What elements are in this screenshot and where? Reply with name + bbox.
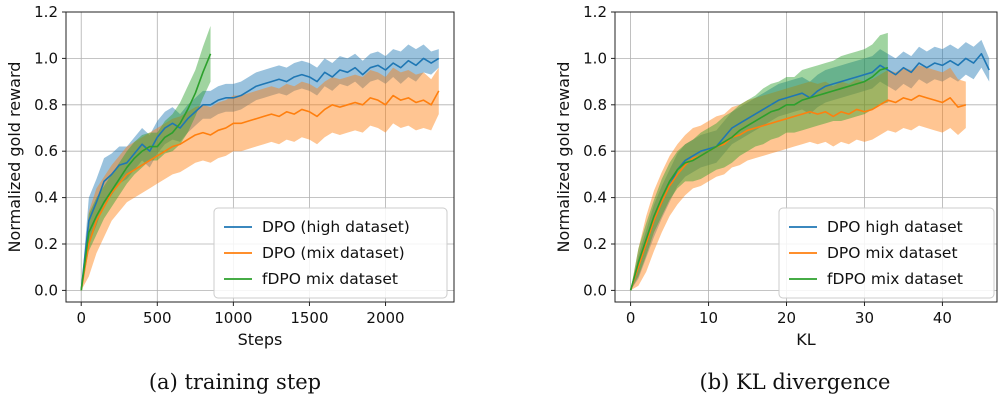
x-tick-label: 500 bbox=[143, 309, 172, 327]
x-tick-label: 20 bbox=[777, 309, 796, 327]
y-tick-label: 0.2 bbox=[583, 235, 607, 253]
x-tick-label: 30 bbox=[855, 309, 874, 327]
line-dpo-high-dataset bbox=[80, 57, 440, 291]
axes-frame bbox=[614, 11, 998, 303]
line-fdpo-mix-dataset bbox=[629, 66, 889, 291]
legend-box bbox=[778, 207, 995, 299]
y-tick-label: 0.4 bbox=[34, 189, 58, 207]
legend-label-dpo-mix-dataset: DPO (mix dataset) bbox=[262, 244, 405, 262]
caption-kl-divergence: (b) KL divergence bbox=[699, 370, 891, 394]
x-tick-label: 0 bbox=[626, 309, 636, 327]
legend-box bbox=[213, 207, 448, 299]
y-tick-label: 1.0 bbox=[34, 49, 58, 67]
panel-kl-divergence: 0 10 20 30 40 0.0 0.2 0.4 0.6 0.8 1.0 1.2 KL Normaliz… bbox=[500, 0, 1001, 402]
y-tick-label: 0.8 bbox=[34, 96, 58, 114]
x-tick-label: 10 bbox=[699, 309, 718, 327]
axes-frame bbox=[65, 11, 455, 303]
x-tick-label: 0 bbox=[76, 309, 86, 327]
line-dpo-mix-dataset bbox=[80, 90, 440, 291]
y-axis-label: Normalized gold reward bbox=[554, 62, 573, 253]
legend-label-fdpo-mix-dataset: fDPO mix dataset bbox=[827, 270, 963, 288]
band-fdpo-mix-dataset bbox=[81, 25, 211, 291]
caption-training-step: (a) training step bbox=[148, 370, 322, 394]
chart-training-step: 0 500 1000 1500 2000 0.0 0.2 0.4 0.6 0.8 1.0 1.2 Ste… bbox=[5, 3, 455, 349]
panel-training-step: 0 500 1000 1500 2000 0.0 0.2 0.4 0.6 0.8 1.0 1.2 Ste… bbox=[0, 0, 500, 402]
legend-label-dpo-high-dataset: DPO high dataset bbox=[827, 218, 963, 236]
y-tick-label: 0.4 bbox=[583, 189, 607, 207]
x-tick-label: 1000 bbox=[214, 309, 252, 327]
band-dpo-high-dataset bbox=[630, 39, 990, 291]
y-tick-label: 0.2 bbox=[34, 235, 58, 253]
x-axis-label: Steps bbox=[238, 330, 283, 349]
y-tick-label: 0.6 bbox=[583, 142, 607, 160]
band-dpo-mix-dataset bbox=[81, 67, 439, 291]
y-tick-label: 0.6 bbox=[34, 142, 58, 160]
y-tick-label: 0.8 bbox=[583, 96, 607, 114]
y-tick-label: 0.0 bbox=[34, 281, 58, 299]
legend-label-fdpo-mix-dataset: fDPO mix dataset bbox=[262, 270, 398, 288]
chart-kl-divergence: 0 10 20 30 40 0.0 0.2 0.4 0.6 0.8 1.0 1.2 KL Normaliz… bbox=[554, 3, 998, 349]
y-tick-label: 1.2 bbox=[34, 3, 58, 21]
x-tick-label: 1500 bbox=[290, 309, 328, 327]
band-dpo-mix-dataset bbox=[630, 65, 966, 291]
line-dpo-mix-dataset bbox=[629, 94, 967, 291]
x-tick-label: 40 bbox=[933, 309, 952, 327]
y-tick-label: 1.0 bbox=[583, 49, 607, 67]
x-axis-label: KL bbox=[796, 330, 815, 349]
band-dpo-high-dataset bbox=[81, 44, 439, 291]
band-fdpo-mix-dataset bbox=[630, 32, 888, 291]
y-tick-label: 1.2 bbox=[583, 3, 607, 21]
legend-label-dpo-high-dataset: DPO (high dataset) bbox=[262, 218, 410, 236]
line-fdpo-mix-dataset bbox=[80, 53, 212, 291]
x-tick-label: 2000 bbox=[366, 309, 404, 327]
legend-label-dpo-mix-dataset: DPO mix dataset bbox=[827, 244, 958, 262]
y-tick-label: 0.0 bbox=[583, 281, 607, 299]
y-axis-label: Normalized gold reward bbox=[5, 62, 24, 253]
